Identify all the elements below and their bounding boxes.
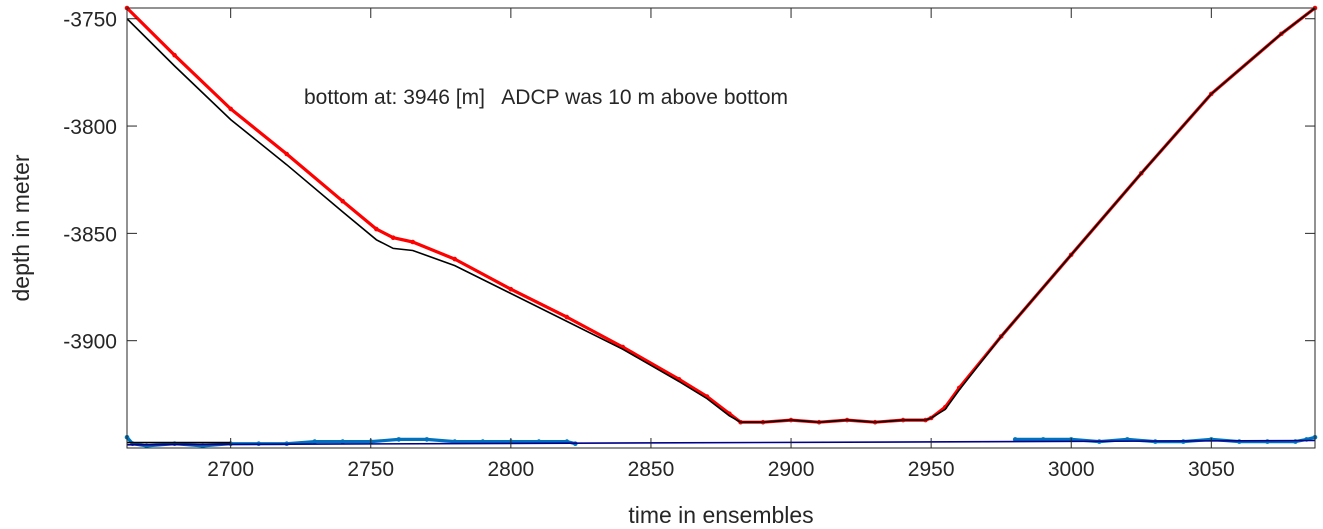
annotation-text: bottom at: 3946 [m] ADCP was 10 m above … bbox=[304, 86, 788, 109]
series-3 bbox=[1012, 435, 1318, 444]
series-trace bbox=[125, 6, 1316, 424]
data-point bbox=[508, 286, 514, 292]
y-tick-label: -3850 bbox=[63, 223, 117, 246]
data-point bbox=[1040, 437, 1046, 442]
plot-area bbox=[124, 5, 1318, 449]
y-tick-label: -3900 bbox=[63, 331, 117, 354]
series-line bbox=[126, 7, 1316, 424]
data-point bbox=[340, 439, 346, 444]
data-point bbox=[312, 439, 318, 444]
x-tick-label: 2800 bbox=[487, 458, 534, 481]
series-1 bbox=[126, 7, 1316, 424]
data-point bbox=[340, 198, 346, 204]
series-0 bbox=[124, 5, 1318, 425]
x-tick-label: 3000 bbox=[1048, 458, 1095, 481]
series-4 bbox=[126, 439, 1316, 446]
data-point bbox=[172, 52, 177, 58]
x-tick-label: 2950 bbox=[908, 458, 955, 481]
axes-box bbox=[126, 7, 1316, 449]
data-point bbox=[284, 151, 290, 157]
x-tick-label: 3050 bbox=[1188, 458, 1235, 481]
data-point bbox=[424, 437, 430, 442]
data-point bbox=[1012, 437, 1018, 442]
data-point bbox=[390, 235, 396, 240]
x-tick-label: 2750 bbox=[347, 458, 394, 481]
y-tick-label: -3800 bbox=[63, 116, 117, 139]
series-2 bbox=[124, 435, 578, 449]
data-point bbox=[228, 106, 233, 112]
data-point bbox=[564, 314, 570, 320]
x-tick-label: 2850 bbox=[628, 458, 675, 481]
y-axis-ticks: -3750 -3800 -3850 -3900 bbox=[63, 9, 1315, 354]
y-axis-label: depth in meter bbox=[8, 154, 34, 301]
data-point bbox=[410, 239, 416, 245]
data-point bbox=[452, 439, 458, 444]
series-line bbox=[126, 439, 1316, 446]
x-axis-label: time in ensembles bbox=[628, 502, 813, 528]
x-tick-label: 2900 bbox=[768, 458, 815, 481]
x-axis-ticks: 2700 2750 2800 2850 2900 2950 3000 3050 bbox=[207, 8, 1235, 481]
y-tick-label: -3750 bbox=[63, 9, 117, 32]
data-point bbox=[374, 226, 379, 232]
data-point bbox=[396, 437, 402, 442]
x-tick-label: 2700 bbox=[207, 458, 254, 481]
data-point bbox=[452, 256, 458, 262]
